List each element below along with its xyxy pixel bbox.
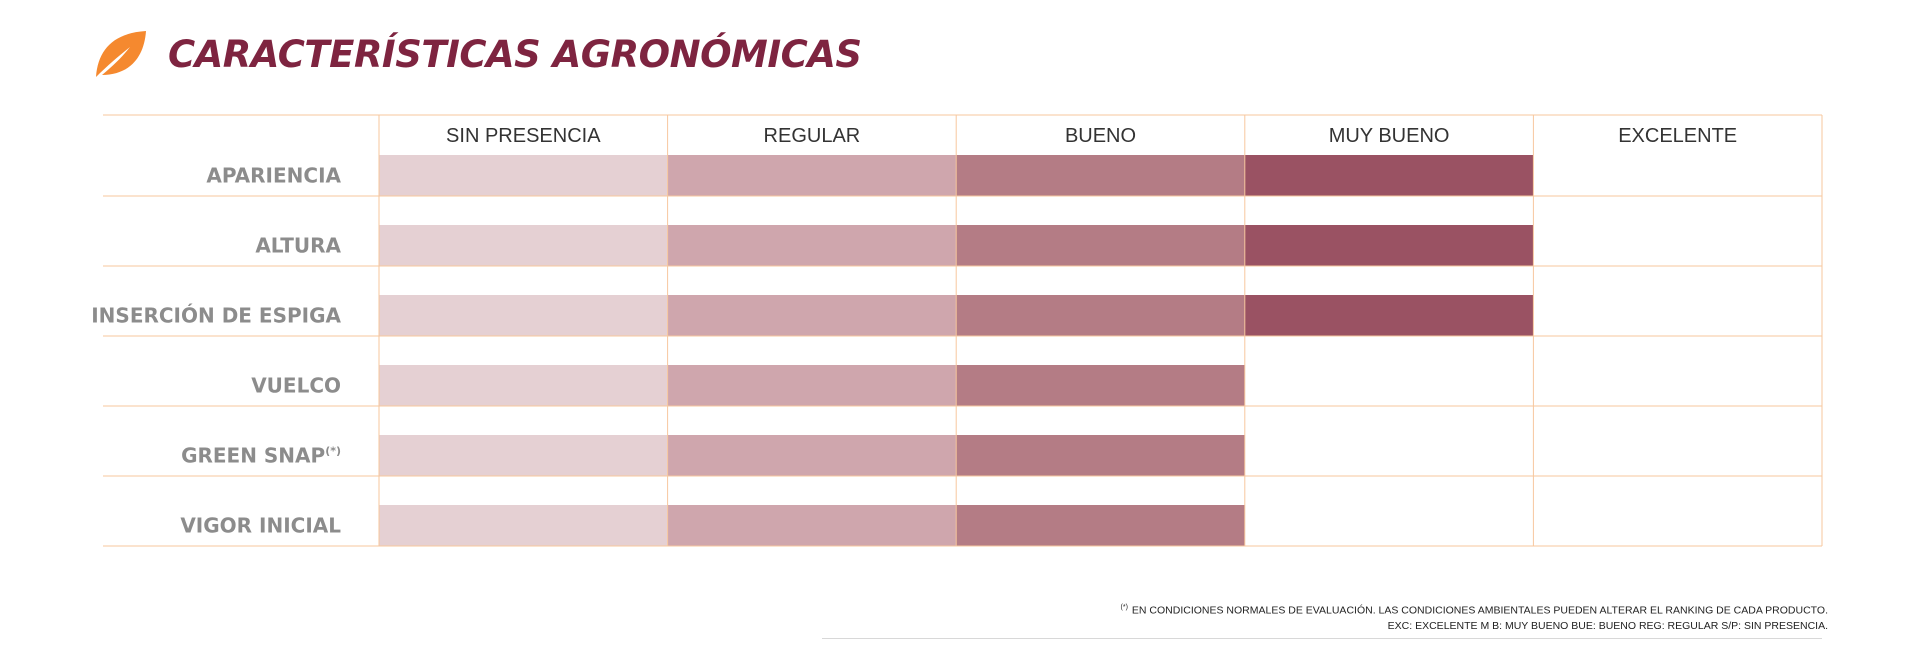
row-label: VIGOR INICIAL [180,514,341,538]
agronomic-chart: SIN PRESENCIA REGULAR BUENO MUY BUENO EXCELE… [91,114,1823,547]
footnote: (*) EN CONDICIONES NORMALES DE EVALUACIÓN… [1121,600,1828,634]
bar-segment [956,365,1245,406]
footnote-line-1: (*) EN CONDICIONES NORMALES DE EVALUACIÓN… [1121,600,1828,619]
bar-segment [379,505,668,546]
bar-segment [379,295,668,336]
row-label: ALTURA [255,234,341,258]
bar-segment [667,225,957,266]
bar-segment [379,365,668,406]
footnote-mark: (*) [1120,604,1128,611]
row-label: GREEN SNAP(*) [181,444,341,468]
bar-segment [667,365,957,406]
bar-segment [667,505,957,546]
row-label: INSERCIÓN DE ESPIGA [91,304,341,328]
column-header: SIN PRESENCIA [446,125,601,147]
bar-segment [1244,155,1534,196]
column-header: REGULAR [764,125,861,147]
bar-segment [956,225,1245,266]
bar-segment [379,225,668,266]
row-label-superscript: (*) [325,445,341,458]
bar-segment [956,435,1245,476]
bar-segment [1244,225,1534,266]
bar-segment [667,155,957,196]
column-header: BUENO [1065,125,1136,147]
leaf-icon [96,31,146,77]
bar-segment [956,505,1245,546]
bar-segment [667,295,957,336]
footer-divider [822,638,1822,639]
footnote-text: EN CONDICIONES NORMALES DE EVALUACIÓN. L… [1131,604,1828,617]
bar-segment [1244,295,1534,336]
page-title: CARACTERÍSTICAS AGRONÓMICAS [168,32,862,76]
bar-segment [379,155,668,196]
column-header: EXCELENTE [1618,125,1737,147]
row-label: APARIENCIA [206,164,341,188]
bar-segment [956,155,1245,196]
bar-segment [667,435,957,476]
column-header: MUY BUENO [1329,125,1450,147]
row-label: VUELCO [251,374,341,398]
abbreviations-text: EXC: EXCELENTE M B: MUY BUENO BUE: BUENO… [1387,619,1828,632]
header: CARACTERÍSTICAS AGRONÓMICAS [94,26,862,82]
bar-segment [379,435,668,476]
bar-segment [956,295,1245,336]
